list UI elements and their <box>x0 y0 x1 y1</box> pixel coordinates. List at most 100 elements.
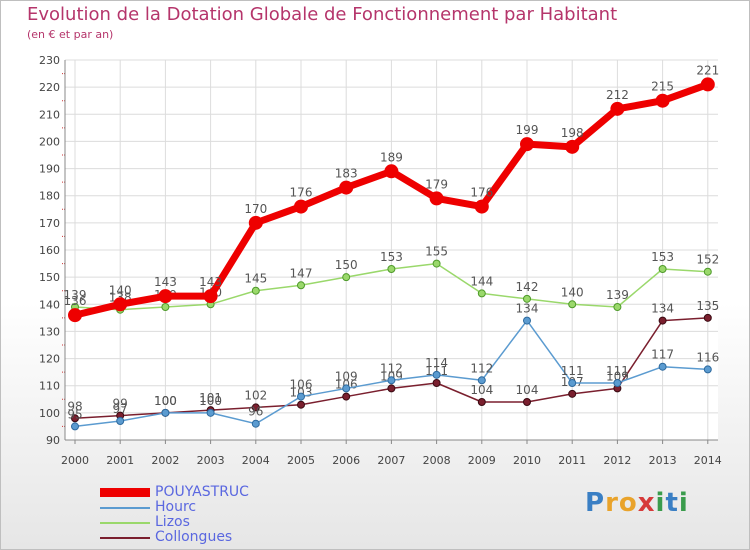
data-point <box>610 101 625 116</box>
x-tick-label: 2013 <box>649 454 677 467</box>
data-point <box>700 77 715 92</box>
legend-item: POUYASTRUC <box>100 484 320 500</box>
data-label: 106 <box>290 378 313 392</box>
data-point <box>71 422 79 431</box>
x-tick-label: 2010 <box>513 454 541 467</box>
data-label: 147 <box>290 266 313 280</box>
data-label: 215 <box>651 80 674 94</box>
x-tick-label: 2005 <box>287 454 315 467</box>
x-tick-label: 2003 <box>197 454 225 467</box>
data-point <box>613 303 622 311</box>
legend-swatch <box>100 522 150 524</box>
y-tick-label: 120 <box>39 353 60 366</box>
data-label: 150 <box>335 258 358 272</box>
data-label: 176 <box>470 186 493 200</box>
data-point <box>342 392 351 401</box>
logo-letter: o <box>618 488 638 518</box>
x-tick-label: 2002 <box>151 454 179 467</box>
data-point <box>658 316 667 325</box>
data-point <box>703 313 712 322</box>
data-label: 176 <box>290 186 313 200</box>
data-point <box>342 273 351 282</box>
data-point <box>68 308 82 323</box>
data-label: 143 <box>154 275 177 289</box>
data-label: 152 <box>696 253 719 267</box>
data-point <box>568 379 577 387</box>
data-label: 112 <box>470 361 493 375</box>
logo-letter: i <box>655 488 666 518</box>
x-tick-label: 2011 <box>558 454 586 467</box>
data-point <box>658 265 667 273</box>
data-label: 140 <box>109 283 132 297</box>
y-tick-label: 220 <box>39 81 60 94</box>
data-point <box>161 303 170 311</box>
data-point <box>432 379 441 387</box>
data-point <box>477 289 486 298</box>
legend-item: Hourc <box>100 499 320 515</box>
data-point <box>523 294 531 303</box>
data-label: 98 <box>67 399 82 413</box>
data-label: 153 <box>651 250 674 264</box>
data-label: 102 <box>244 388 267 402</box>
data-point <box>429 191 444 206</box>
data-label: 117 <box>651 348 674 362</box>
y-tick-label: 150 <box>39 271 60 284</box>
y-tick-label: 130 <box>39 325 60 338</box>
data-label: 114 <box>425 356 448 370</box>
legend-label: POUYASTRUC <box>155 484 249 500</box>
data-label: 145 <box>244 272 267 286</box>
data-label: 104 <box>470 383 493 397</box>
logo-letter: P <box>585 488 606 518</box>
data-point <box>161 408 170 417</box>
data-label: 134 <box>651 302 674 316</box>
data-label: 134 <box>516 302 539 316</box>
y-tick-label: 110 <box>39 380 60 393</box>
legend-swatch <box>100 507 150 509</box>
data-label: 97 <box>113 402 128 416</box>
y-tick-label: 180 <box>39 190 60 203</box>
data-point <box>568 389 577 398</box>
data-label: 139 <box>606 288 629 302</box>
data-point <box>477 398 486 406</box>
legend-label: Collongues <box>155 529 233 545</box>
data-point <box>251 403 260 412</box>
x-tick-label: 2012 <box>603 454 631 467</box>
data-point <box>248 215 263 230</box>
series-pouyastruc: 136 140 143 143 170 176 183 189 179 176 199 198 212 2… <box>64 63 719 323</box>
legend-item: Lizos <box>100 514 320 530</box>
series-hourc: 95 97 100 100 96 106 109 112 114 112 134 111 111 117 1… <box>67 302 719 431</box>
y-tick-label: 210 <box>39 108 60 121</box>
x-tick-label: 2001 <box>106 454 134 467</box>
x-tick-label: 2009 <box>468 454 496 467</box>
data-point <box>158 289 173 304</box>
data-label: 199 <box>516 123 539 137</box>
data-label: 144 <box>470 274 493 288</box>
data-point <box>432 259 441 268</box>
data-label: 198 <box>561 126 584 140</box>
legend-label: Hourc <box>155 499 197 515</box>
y-tick-label: 190 <box>39 163 60 176</box>
data-label: 109 <box>606 369 629 383</box>
y-tick-label: 140 <box>39 298 60 311</box>
chart-subtitle: (en € et par an) <box>27 28 114 41</box>
logo-letter: i <box>678 488 689 518</box>
data-point <box>613 379 622 387</box>
data-label: 179 <box>425 177 448 191</box>
data-point <box>655 93 670 108</box>
data-label: 99 <box>113 397 128 411</box>
data-point <box>113 297 128 312</box>
data-point <box>477 376 486 385</box>
data-point <box>568 300 577 309</box>
data-label: 183 <box>335 167 358 181</box>
data-label: 155 <box>425 245 448 259</box>
data-point <box>703 267 712 276</box>
logo-letter: r <box>605 488 619 518</box>
data-point <box>342 384 351 393</box>
data-point <box>384 164 399 179</box>
data-label: 153 <box>380 250 403 264</box>
data-label: 135 <box>696 299 719 313</box>
data-label: 212 <box>606 88 629 102</box>
data-point <box>71 414 79 423</box>
data-label: 142 <box>516 280 539 294</box>
